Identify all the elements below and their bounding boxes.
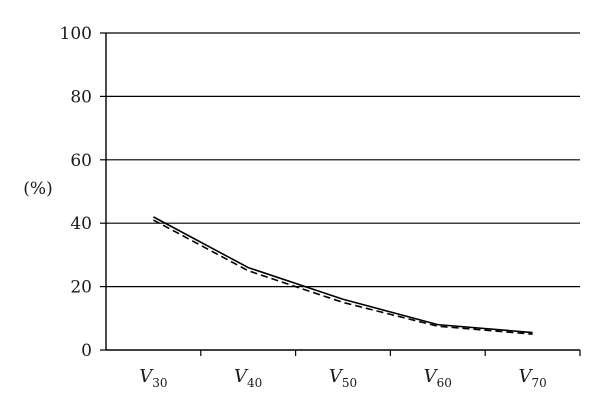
axes xyxy=(100,32,581,356)
y-tick-label: 80 xyxy=(70,87,92,107)
y-tick-label: 0 xyxy=(81,341,92,361)
y-tick-labels: 0 20 40 60 80 100 xyxy=(60,24,92,361)
x-tick-label: V70 xyxy=(518,366,546,390)
gridlines xyxy=(106,32,580,288)
y-tick-label: 100 xyxy=(60,24,92,44)
series-line-solid xyxy=(153,216,533,334)
x-tick-label: V40 xyxy=(234,366,262,390)
series-line-dashed xyxy=(153,219,533,335)
series-lines xyxy=(153,216,533,335)
x-tick-label: V30 xyxy=(139,366,167,390)
x-tick-label: V50 xyxy=(329,366,357,390)
x-tick-labels: V30 V40 V50 V60 V70 xyxy=(139,366,546,390)
y-axis-label: (%) xyxy=(23,179,52,199)
y-tick-label: 60 xyxy=(70,151,92,171)
x-tick-label: V60 xyxy=(424,366,452,390)
y-tick-label: 40 xyxy=(70,214,92,234)
y-tick-label: 20 xyxy=(70,278,92,298)
